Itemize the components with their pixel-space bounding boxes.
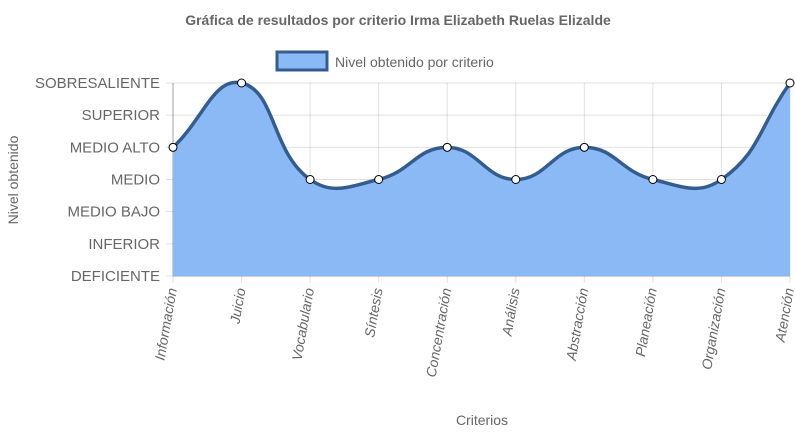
data-point-planeacion[interactable] — [648, 175, 658, 184]
y-axis-ticks: DEFICIENTE INFERIOR MEDIO BAJO MEDIO MEDIO A… — [35, 75, 160, 285]
x-axis-ticks: Información Juicio Vocabulario Síntesis Conc… — [151, 287, 795, 379]
x-tick-label: Abstracción — [563, 287, 592, 363]
data-point-juicio[interactable] — [237, 78, 247, 88]
x-axis-label: Criterios — [456, 412, 508, 428]
y-tick-label: MEDIO BAJO — [67, 204, 160, 221]
x-tick-label: Vocabulario — [289, 287, 318, 362]
x-tick-label: Concentración — [423, 287, 454, 379]
data-point-vocabulario[interactable] — [305, 175, 315, 184]
series-area — [171, 80, 792, 277]
data-point-organizacion[interactable] — [716, 175, 726, 184]
chart-title: Gráfica de resultados por criterio Irma … — [185, 12, 611, 28]
x-tick-label: Organización — [698, 287, 728, 371]
series-points — [168, 78, 795, 184]
x-tick-label: Atención — [772, 287, 795, 345]
x-tick-label: Juicio — [226, 287, 248, 326]
series-line — [171, 80, 792, 191]
data-point-sintesis[interactable] — [374, 175, 384, 184]
x-tick-label: Síntesis — [361, 287, 385, 339]
data-point-analisis[interactable] — [511, 175, 521, 184]
x-tick-label: Planeación — [632, 287, 660, 358]
y-axis-label: Nivel obtenido — [5, 135, 21, 224]
y-tick-label: SOBRESALIENTE — [35, 75, 160, 92]
data-point-abstraccion[interactable] — [579, 142, 589, 152]
y-tick-label: MEDIO — [111, 172, 160, 189]
data-point-informacion[interactable] — [168, 142, 178, 152]
data-point-concentracion[interactable] — [442, 142, 452, 152]
series-area-fill — [173, 82, 790, 277]
y-tick-label: DEFICIENTE — [71, 268, 160, 285]
data-point-atencion[interactable] — [785, 78, 795, 88]
y-tick-label: SUPERIOR — [82, 107, 161, 124]
legend-label[interactable]: Nivel obtenido por criterio — [335, 54, 494, 70]
x-tick-label: Análisis — [498, 287, 522, 338]
legend[interactable]: Nivel obtenido por criterio — [275, 50, 494, 72]
x-tick-label: Información — [151, 287, 179, 362]
y-tick-label: INFERIOR — [88, 236, 160, 253]
legend-swatch[interactable] — [275, 50, 329, 72]
y-tick-label: MEDIO ALTO — [70, 139, 160, 156]
